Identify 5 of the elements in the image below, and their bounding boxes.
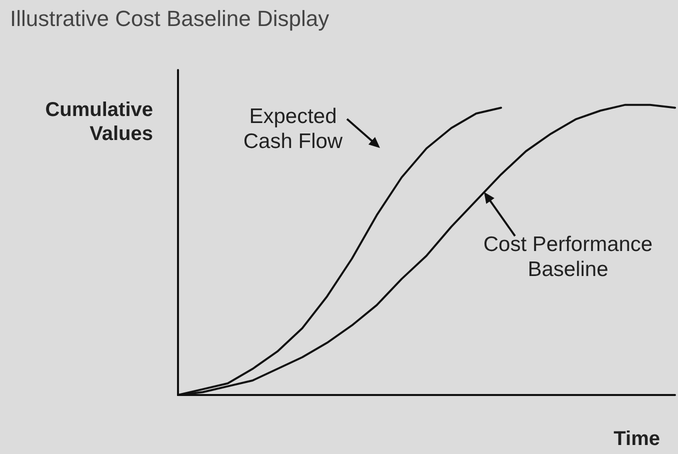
y-axis-title: Cumulative Values	[44, 98, 153, 146]
annotation: Expected Cash Flow	[243, 104, 343, 154]
x-axis-title: Time	[614, 428, 660, 451]
annotation: Cost Performance Baseline	[482, 232, 654, 282]
chart-title: Illustrative Cost Baseline Display	[10, 6, 330, 32]
